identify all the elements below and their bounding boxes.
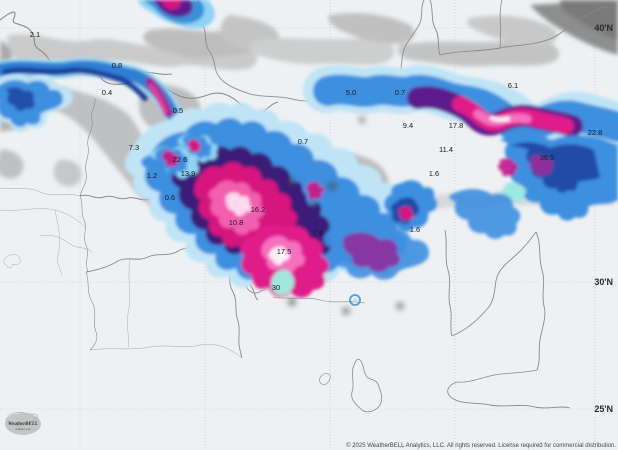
svg-text:5.0: 5.0 (346, 88, 356, 97)
svg-text:36.5: 36.5 (540, 153, 555, 162)
svg-text:7.3: 7.3 (129, 143, 139, 152)
svg-text:17.5: 17.5 (277, 247, 292, 256)
svg-text:0.5: 0.5 (173, 106, 183, 115)
svg-text:1.2: 1.2 (147, 171, 157, 180)
svg-text:0.4: 0.4 (102, 88, 112, 97)
svg-text:22.8: 22.8 (588, 128, 603, 137)
svg-text:0.8: 0.8 (112, 61, 122, 70)
svg-text:1.6: 1.6 (429, 169, 439, 178)
svg-text:© 2025 WeatherBELL Analytics,: © 2025 WeatherBELL Analytics, LLC. All r… (346, 442, 616, 449)
svg-text:13.9: 13.9 (181, 169, 196, 178)
svg-text:25'N: 25'N (594, 404, 613, 414)
svg-text:30: 30 (272, 283, 280, 292)
svg-text:9.4: 9.4 (403, 121, 413, 130)
svg-text:2.1: 2.1 (30, 30, 40, 39)
svg-text:1.6: 1.6 (410, 225, 420, 234)
svg-text:16.2: 16.2 (251, 205, 266, 214)
svg-text:0.7: 0.7 (298, 137, 308, 146)
svg-text:6.1: 6.1 (508, 81, 518, 90)
svg-text:40'N: 40'N (594, 23, 613, 33)
svg-text:30'N: 30'N (594, 277, 613, 287)
svg-text:0.6: 0.6 (165, 193, 175, 202)
svg-text:0.7: 0.7 (395, 88, 405, 97)
svg-text:10.8: 10.8 (229, 218, 244, 227)
svg-text:WeatherBELL: WeatherBELL (8, 422, 38, 427)
svg-text:7.6: 7.6 (313, 228, 323, 237)
svg-text:22.6: 22.6 (173, 155, 188, 164)
svg-text:Analytics, LLC: Analytics, LLC (15, 428, 31, 431)
svg-text:17.8: 17.8 (449, 121, 464, 130)
svg-text:11.4: 11.4 (439, 145, 453, 154)
